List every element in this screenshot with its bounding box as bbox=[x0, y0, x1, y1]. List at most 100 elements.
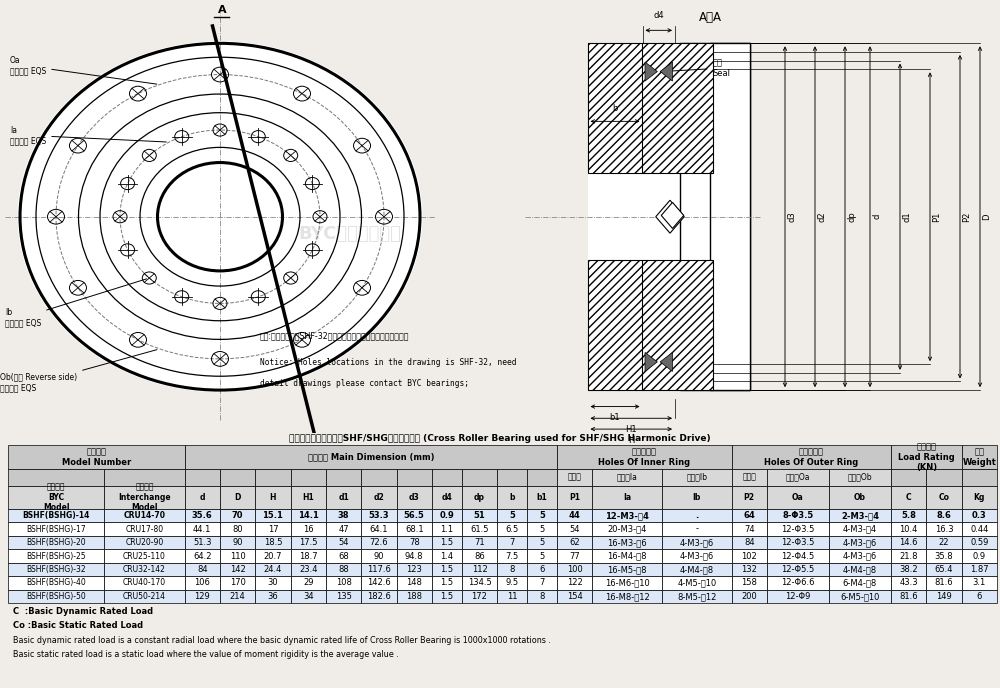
Bar bbox=[104, 590, 185, 603]
Text: 81.6: 81.6 bbox=[935, 579, 953, 588]
Bar bbox=[361, 577, 397, 590]
Polygon shape bbox=[645, 62, 657, 81]
Text: 70: 70 bbox=[232, 511, 243, 520]
Text: 170: 170 bbox=[230, 579, 246, 588]
Text: 44.1: 44.1 bbox=[193, 524, 211, 533]
Bar bbox=[829, 563, 891, 577]
Text: 182.6: 182.6 bbox=[367, 592, 391, 601]
Bar bbox=[185, 536, 220, 549]
Text: Ob(反面 Reverse side)
图周均布 EQS: Ob(反面 Reverse side) 图周均布 EQS bbox=[0, 350, 157, 392]
Bar bbox=[829, 469, 891, 486]
Bar bbox=[557, 563, 592, 577]
Bar bbox=[926, 577, 962, 590]
Bar bbox=[732, 563, 767, 577]
Bar bbox=[662, 509, 732, 522]
Bar bbox=[557, 590, 592, 603]
Bar bbox=[8, 549, 104, 563]
Text: 4-M3-淵6: 4-M3-淵6 bbox=[680, 538, 714, 547]
Text: d: d bbox=[200, 493, 205, 502]
Bar bbox=[557, 486, 592, 509]
Text: CRU50-214: CRU50-214 bbox=[123, 592, 166, 601]
Bar bbox=[8, 445, 185, 469]
Text: 5: 5 bbox=[539, 552, 545, 561]
Text: 4-M4-淵8: 4-M4-淵8 bbox=[680, 565, 714, 574]
Bar bbox=[291, 509, 326, 522]
Text: b: b bbox=[612, 104, 618, 113]
Bar bbox=[557, 522, 592, 536]
Bar bbox=[104, 522, 185, 536]
Text: d1: d1 bbox=[338, 493, 349, 502]
Bar bbox=[326, 522, 361, 536]
Text: 7.5: 7.5 bbox=[506, 552, 519, 561]
Text: Kg: Kg bbox=[974, 493, 985, 502]
Text: 12-Φ5.5: 12-Φ5.5 bbox=[781, 565, 815, 574]
Text: 5: 5 bbox=[509, 511, 515, 520]
Text: 内圈安装孔
Holes Of Inner Ring: 内圈安装孔 Holes Of Inner Ring bbox=[598, 447, 690, 467]
Bar bbox=[497, 549, 527, 563]
Bar bbox=[557, 469, 592, 486]
Text: b1: b1 bbox=[537, 493, 547, 502]
Bar bbox=[185, 577, 220, 590]
Bar bbox=[588, 43, 750, 390]
Text: 54: 54 bbox=[338, 538, 349, 547]
Bar bbox=[497, 469, 527, 486]
Bar bbox=[497, 590, 527, 603]
Text: b1: b1 bbox=[610, 413, 620, 422]
Text: 2-M3-淵4: 2-M3-淵4 bbox=[841, 511, 879, 520]
Text: 71: 71 bbox=[474, 538, 485, 547]
Text: 61.5: 61.5 bbox=[470, 524, 489, 533]
Bar bbox=[767, 590, 829, 603]
Bar bbox=[680, 43, 750, 390]
Text: 154: 154 bbox=[567, 592, 583, 601]
Text: 94.8: 94.8 bbox=[405, 552, 423, 561]
Text: A: A bbox=[218, 6, 227, 15]
Text: 6.5: 6.5 bbox=[506, 524, 519, 533]
Bar bbox=[462, 536, 497, 549]
Text: 135: 135 bbox=[336, 592, 351, 601]
Bar bbox=[291, 590, 326, 603]
Bar bbox=[361, 469, 397, 486]
Bar bbox=[220, 590, 255, 603]
Bar bbox=[185, 522, 220, 536]
Bar bbox=[185, 469, 220, 486]
Text: 1.1: 1.1 bbox=[440, 524, 453, 533]
Bar bbox=[432, 536, 462, 549]
Bar bbox=[104, 469, 185, 486]
Bar bbox=[397, 549, 432, 563]
Bar bbox=[397, 536, 432, 549]
Bar bbox=[104, 509, 185, 522]
Text: 90: 90 bbox=[374, 552, 384, 561]
Text: 8-Φ3.5: 8-Φ3.5 bbox=[782, 511, 814, 520]
Text: 5: 5 bbox=[539, 538, 545, 547]
Bar bbox=[497, 522, 527, 536]
Text: b: b bbox=[509, 493, 515, 502]
Text: Ib
图周均布 EQS: Ib 图周均布 EQS bbox=[5, 279, 147, 327]
Bar bbox=[255, 522, 291, 536]
Bar bbox=[767, 549, 829, 563]
Text: 15.1: 15.1 bbox=[262, 511, 283, 520]
Text: 142.6: 142.6 bbox=[367, 579, 391, 588]
Bar bbox=[291, 469, 326, 486]
Bar bbox=[732, 549, 767, 563]
Bar bbox=[432, 590, 462, 603]
Bar bbox=[326, 486, 361, 509]
Polygon shape bbox=[656, 200, 684, 233]
Bar bbox=[557, 509, 592, 522]
Bar bbox=[462, 486, 497, 509]
Text: 36: 36 bbox=[268, 592, 278, 601]
Bar bbox=[557, 549, 592, 563]
Text: 90: 90 bbox=[232, 538, 243, 547]
Text: 7: 7 bbox=[539, 579, 545, 588]
Text: 1.4: 1.4 bbox=[440, 552, 453, 561]
Text: 129: 129 bbox=[194, 592, 210, 601]
Polygon shape bbox=[660, 62, 672, 81]
Bar bbox=[527, 522, 557, 536]
Text: 中心径: 中心径 bbox=[742, 473, 756, 482]
Bar bbox=[662, 469, 732, 486]
Text: 86: 86 bbox=[474, 552, 485, 561]
Text: 51.3: 51.3 bbox=[193, 538, 212, 547]
Text: 29: 29 bbox=[303, 579, 313, 588]
Text: 47: 47 bbox=[338, 524, 349, 533]
Text: 1.5: 1.5 bbox=[440, 565, 453, 574]
Bar bbox=[220, 536, 255, 549]
